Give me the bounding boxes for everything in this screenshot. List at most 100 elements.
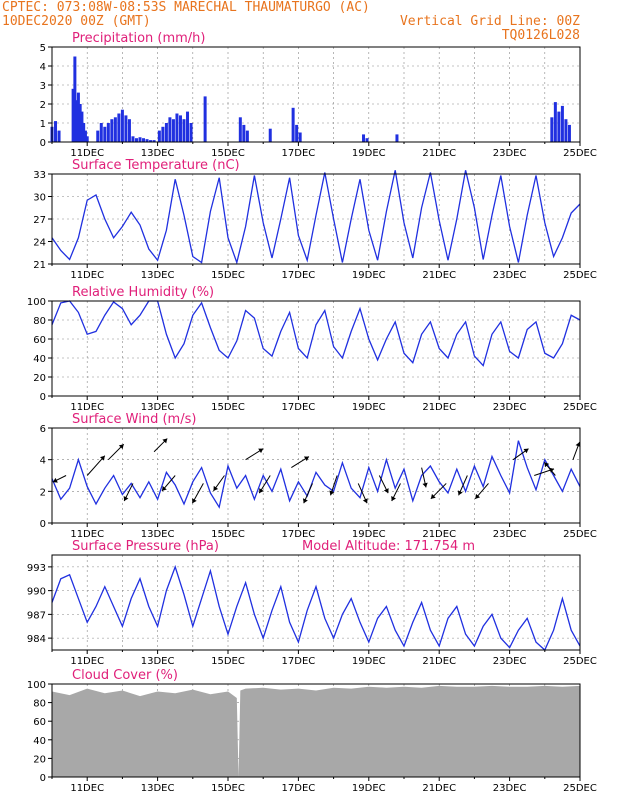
wind-vector-head xyxy=(259,488,264,494)
wind-vector-head xyxy=(123,496,129,502)
wind-vector-head xyxy=(457,490,463,496)
precipitation-bar xyxy=(103,126,107,142)
wind-vector-head xyxy=(575,442,581,447)
x-tick-label: 11DEC xyxy=(70,656,104,667)
precipitation-bar xyxy=(168,117,172,142)
x-tick-label: 25DEC xyxy=(563,656,597,667)
wind-vector-head xyxy=(362,498,368,504)
x-tick-label: 13DEC xyxy=(141,656,175,667)
plot-frame xyxy=(51,683,581,778)
precipitation-bar xyxy=(152,140,156,142)
x-tick-label: 21DEC xyxy=(422,270,456,281)
y-tick-label: 0 xyxy=(40,773,46,784)
y-tick-label: 6 xyxy=(40,424,46,435)
x-tick-label: 21DEC xyxy=(422,529,456,540)
x-tick-label: 15DEC xyxy=(211,783,245,794)
precipitation-bar xyxy=(291,107,295,142)
wind-vector-head xyxy=(162,485,167,491)
precipitation-bar xyxy=(110,119,114,142)
precipitation-bar xyxy=(145,139,149,142)
x-tick-label: 21DEC xyxy=(422,148,456,159)
x-tick-label: 13DEC xyxy=(141,402,175,413)
precipitation-bar xyxy=(57,130,61,142)
x-tick-label: 25DEC xyxy=(563,270,597,281)
wind-vector-head xyxy=(523,448,529,454)
wind-vector-head xyxy=(544,462,550,468)
y-tick-label: 100 xyxy=(27,680,46,691)
x-tick-label: 23DEC xyxy=(493,270,527,281)
wind-vector-head xyxy=(422,482,428,488)
panel-4: 0 2 4 6 11DEC 13DEC 15DEC 17DEC 19DEC 21DEC 23DEC 2… xyxy=(40,412,597,540)
precipitation-bar xyxy=(80,111,84,142)
precipitation-bar xyxy=(113,117,117,142)
precipitation-bar xyxy=(96,130,100,142)
x-tick-label: 19DEC xyxy=(352,148,386,159)
wind-vector-head xyxy=(52,477,58,483)
x-tick-label: 15DEC xyxy=(211,148,245,159)
wind-vector-head xyxy=(192,498,197,504)
x-tick-label: 17DEC xyxy=(282,270,316,281)
plot-frame xyxy=(51,46,581,143)
precipitation-bar xyxy=(157,130,161,142)
wind-vector-head xyxy=(302,498,308,504)
header-station: CPTEC: 073:08W-08:53S MARECHAL THAUMATUR… xyxy=(2,0,370,15)
precipitation-bar xyxy=(560,105,564,142)
x-tick-label: 17DEC xyxy=(282,402,316,413)
x-tick-label: 25DEC xyxy=(563,783,597,794)
x-tick-label: 25DEC xyxy=(563,402,597,413)
precipitation-bar xyxy=(395,134,399,142)
header: CPTEC: 073:08W-08:53S MARECHAL THAUMATUR… xyxy=(2,0,580,43)
x-tick-label: 19DEC xyxy=(352,402,386,413)
panel-title: Surface Wind (m/s) xyxy=(72,412,196,427)
x-tick-label: 11DEC xyxy=(70,402,104,413)
x-tick-label: 21DEC xyxy=(422,402,456,413)
x-tick-label: 23DEC xyxy=(493,656,527,667)
precipitation-bar xyxy=(106,123,110,142)
chart-panels: 0 1 2 3 4 5 11DEC 13DEC 15DEC 17DEC 19DEC 21DEC 23DE… xyxy=(27,31,597,794)
x-tick-label: 15DEC xyxy=(211,656,245,667)
y-tick-label: 40 xyxy=(33,736,46,747)
precipitation-bar xyxy=(550,117,554,142)
x-tick-label: 11DEC xyxy=(70,148,104,159)
precipitation-bar xyxy=(138,137,142,142)
wind-vector-head xyxy=(162,438,168,444)
panel-6: 0 20 40 60 80 100 11DEC 13DEC 15DEC 17DEC 19DEC 21D… xyxy=(27,668,597,794)
precipitation-bar xyxy=(142,138,146,142)
wind-vector-head xyxy=(303,456,309,462)
plot-frame xyxy=(51,173,581,265)
y-tick-label: 993 xyxy=(27,563,46,574)
precipitation-bar xyxy=(131,136,135,142)
precipitation-bar xyxy=(567,124,571,142)
wind-vector-head xyxy=(99,455,105,461)
panel-title: Surface Temperature (nC) xyxy=(72,158,240,173)
y-tick-label: 60 xyxy=(33,335,46,346)
x-tick-label: 21DEC xyxy=(422,656,456,667)
precipitation-bar xyxy=(85,136,89,142)
precipitation-bar xyxy=(298,132,302,142)
y-tick-label: 100 xyxy=(27,297,46,308)
y-tick-label: 24 xyxy=(33,238,46,249)
y-tick-label: 0 xyxy=(40,392,46,403)
series-line xyxy=(51,300,581,367)
precipitation-bar xyxy=(134,138,138,142)
x-tick-label: 21DEC xyxy=(422,783,456,794)
y-tick-label: 20 xyxy=(33,373,46,384)
y-tick-label: 21 xyxy=(33,260,46,271)
precipitation-bar xyxy=(164,123,168,142)
y-tick-label: 60 xyxy=(33,717,46,728)
y-tick-label: 80 xyxy=(33,316,46,327)
precipitation-bar xyxy=(75,100,79,142)
x-tick-label: 17DEC xyxy=(282,529,316,540)
precipitation-bar xyxy=(564,119,568,142)
precipitation-bar xyxy=(120,109,124,142)
x-tick-label: 23DEC xyxy=(493,783,527,794)
x-tick-label: 23DEC xyxy=(493,529,527,540)
y-tick-label: 4 xyxy=(40,62,46,73)
panel-annotation: Model Altitude: 171.754 m xyxy=(302,539,475,554)
precipitation-bar xyxy=(178,115,182,142)
panel-2: 21 24 27 30 33 11DEC 13DEC 15DEC 17DEC 19DEC 21DEC… xyxy=(33,158,597,281)
series-line xyxy=(51,170,581,265)
cloud-cover-area xyxy=(52,685,580,777)
precipitation-bar xyxy=(99,123,103,142)
y-tick-label: 30 xyxy=(33,193,46,204)
